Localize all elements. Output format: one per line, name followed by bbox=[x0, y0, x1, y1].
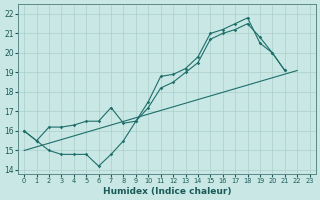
X-axis label: Humidex (Indice chaleur): Humidex (Indice chaleur) bbox=[103, 187, 231, 196]
